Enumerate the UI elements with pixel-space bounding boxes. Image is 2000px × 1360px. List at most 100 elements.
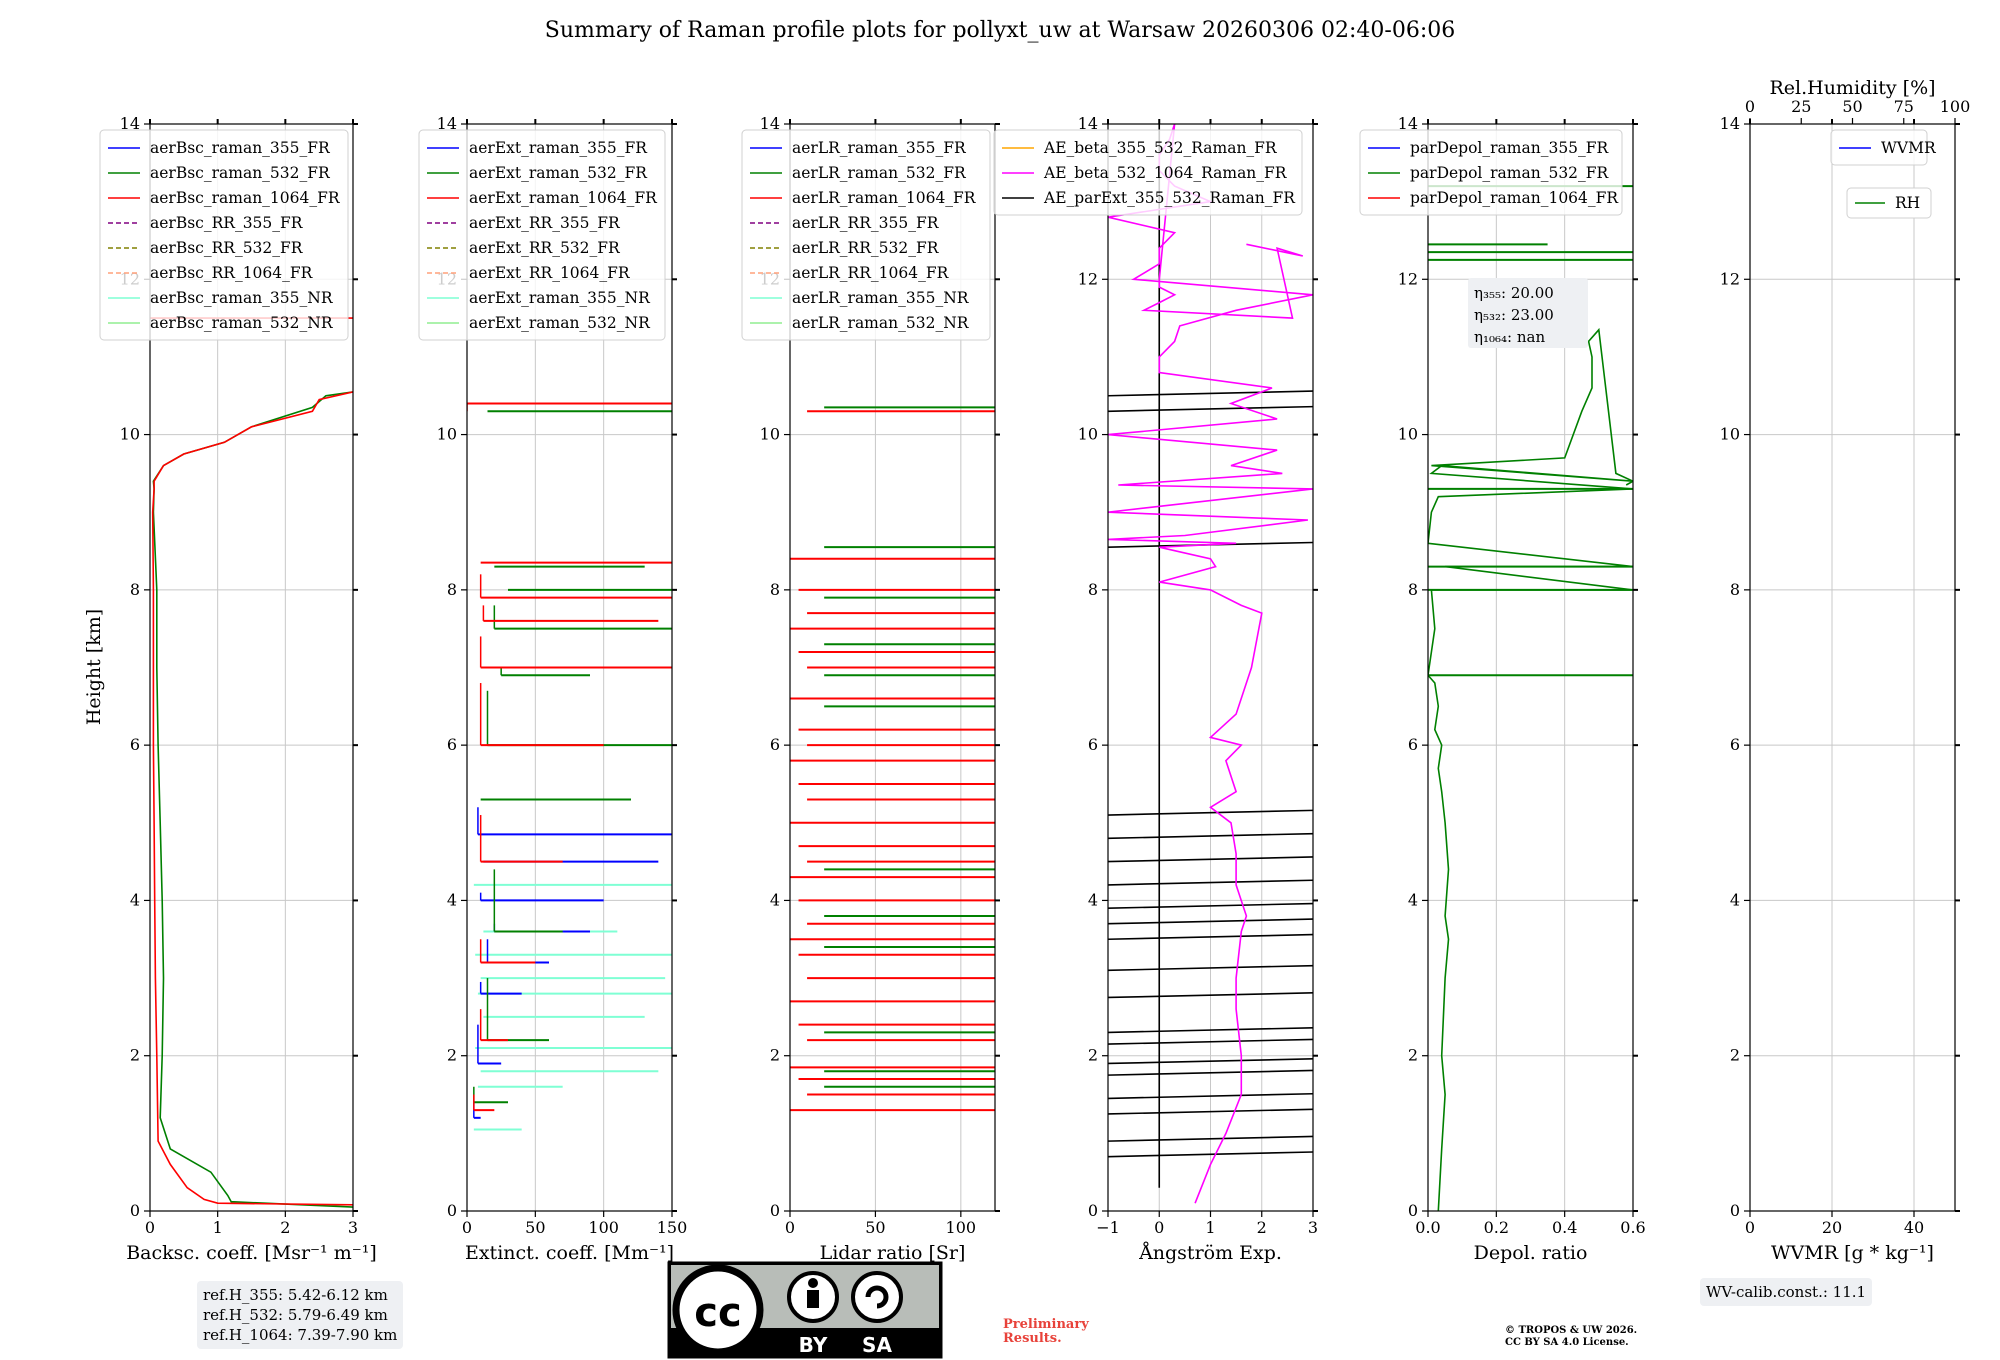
y-tick-label: 8 [1730, 580, 1740, 599]
y-tick-label: 2 [1730, 1046, 1740, 1065]
ae-parext-segment [1108, 879, 1313, 886]
y-tick-label: 2 [447, 1046, 457, 1065]
legend-label: aerBsc_raman_532_FR [150, 164, 331, 182]
y-tick-label: 10 [120, 425, 140, 444]
x-tick-label: 40 [1904, 1218, 1924, 1237]
legend-label: aerLR_raman_355_NR [792, 289, 970, 307]
x-tick-label: 0 [785, 1218, 795, 1237]
legend-label: aerBsc_RR_355_FR [150, 214, 304, 232]
legend-label: aerBsc_raman_532_NR [150, 314, 334, 332]
by-person-body [807, 1290, 819, 1308]
x-tick-label: 3 [1308, 1218, 1318, 1237]
legend: parDepol_raman_355_FR parDepol_raman_532_… [1359, 129, 1623, 216]
axes-frame [466, 123, 673, 1212]
legend-label: aerLR_raman_1064_FR [792, 189, 977, 207]
y-tick-label: 12 [1398, 269, 1418, 288]
x-tick-label: 20 [1822, 1218, 1842, 1237]
legend-label: aerExt_raman_355_FR [469, 139, 648, 157]
legend-label: aerLR_raman_532_NR [792, 314, 970, 332]
y-tick-label: 8 [770, 580, 780, 599]
y-tick-label: 10 [1398, 425, 1418, 444]
by-person-head [808, 1278, 818, 1288]
y-tick-label: 0 [130, 1201, 140, 1220]
legend-label: aerBsc_RR_532_FR [150, 239, 304, 257]
panel-extinction: 05010015002468101214Extinct. coeff. [Mm⁻… [418, 114, 687, 1264]
x-tick-label: 3 [348, 1218, 358, 1237]
legend-label: aerExt_raman_532_FR [469, 164, 648, 182]
ae-parext-segment [1108, 1108, 1313, 1115]
plot-area [1108, 124, 1313, 1204]
y-tick-label: 10 [1078, 425, 1098, 444]
panel-lidar_ratio: 05010002468101214Lidar ratio [Sr]aerLR_r… [741, 114, 1000, 1264]
y-tick-label: 14 [1720, 114, 1740, 133]
wv-calib-box: WV-calib.const.: 11.1 [1700, 1278, 1873, 1306]
legend-label: aerLR_raman_355_FR [792, 139, 967, 157]
preliminary-note: Preliminary Results. [1003, 1317, 1089, 1346]
cc-circle-icon [672, 1264, 764, 1356]
series-aerBsc_raman_532_FR [152, 391, 353, 1208]
y-tick-label: 12 [1078, 269, 1098, 288]
y-tick-label: 12 [1720, 269, 1740, 288]
ae-parext-segment [1108, 964, 1313, 972]
eta-label: η₁₀₆₄: nan [1474, 328, 1545, 346]
y-tick-label: 2 [130, 1046, 140, 1065]
legend-box [993, 129, 1303, 216]
sa-arc [865, 1285, 889, 1309]
axes-frame [149, 123, 354, 1212]
legend: aerBsc_raman_355_FR aerBsc_raman_532_FRae… [99, 129, 349, 341]
y-tick-label: 14 [1398, 114, 1418, 133]
y-tick-label: 0 [1730, 1201, 1740, 1220]
y-tick-label: 6 [130, 735, 140, 754]
legend-box-rh [1846, 187, 1932, 219]
y-tick-label: 2 [1408, 1046, 1418, 1065]
x-tick-label: 0 [1154, 1218, 1164, 1237]
legend-label: aerExt_RR_1064_FR [469, 264, 631, 282]
x-tick-label: 50 [865, 1218, 885, 1237]
top-x-tick-label: 50 [1842, 97, 1862, 116]
ae-parext-segment [1108, 902, 1313, 909]
x-axis-label: Ångström Exp. [1138, 1242, 1282, 1264]
plot-area [150, 317, 353, 1208]
legend-label: aerBsc_RR_1064_FR [150, 264, 314, 282]
y-tick-label: 0 [770, 1201, 780, 1220]
y-tick-label: 8 [447, 580, 457, 599]
ae-parext-segment [1108, 918, 1313, 925]
y-tick-label: 10 [1720, 425, 1740, 444]
y-tick-label: 4 [447, 890, 457, 909]
legend-box [99, 129, 349, 341]
x-tick-label: −1 [1096, 1218, 1120, 1237]
y-tick-label: 14 [437, 114, 457, 133]
y-tick-label: 6 [1088, 735, 1098, 754]
legend-label-rh: RH [1895, 194, 1920, 212]
axes-frame [1749, 123, 1956, 1212]
legend: WVMR RH [1830, 129, 1937, 219]
plot-area [790, 406, 995, 1112]
badge-by-label: BY [799, 1333, 828, 1357]
sa-share-icon [851, 1271, 903, 1323]
x-tick-label: 1 [1205, 1218, 1215, 1237]
legend-label: parDepol_raman_532_FR [1410, 164, 1610, 182]
y-tick-label: 14 [760, 114, 780, 133]
y-tick-label: 4 [1730, 890, 1740, 909]
axes-frame [1427, 123, 1634, 1212]
y-tick-label: 6 [1408, 735, 1418, 754]
legend-label: aerBsc_raman_355_FR [150, 139, 331, 157]
y-tick-label: 0 [1088, 1201, 1098, 1220]
y-tick-label: 14 [1078, 114, 1098, 133]
legend-box [741, 129, 991, 341]
legend-box [1830, 129, 1928, 166]
eta-label: η₃₅₅: 20.00 [1474, 284, 1554, 302]
ae-parext-segment [1108, 809, 1313, 816]
badge-sa-label: SA [862, 1333, 892, 1357]
y-tick-label: 6 [770, 735, 780, 754]
x-tick-label: 0.2 [1484, 1218, 1509, 1237]
legend-label: aerBsc_raman_1064_FR [150, 189, 341, 207]
x-tick-label: 100 [946, 1218, 977, 1237]
legend-box [1359, 129, 1623, 216]
y-tick-label: 6 [447, 735, 457, 754]
x-axis-label: Lidar ratio [Sr] [820, 1242, 966, 1264]
legend-label: aerBsc_raman_355_NR [150, 289, 334, 307]
x-tick-label: 50 [525, 1218, 545, 1237]
legend-label: WVMR [1881, 139, 1937, 157]
